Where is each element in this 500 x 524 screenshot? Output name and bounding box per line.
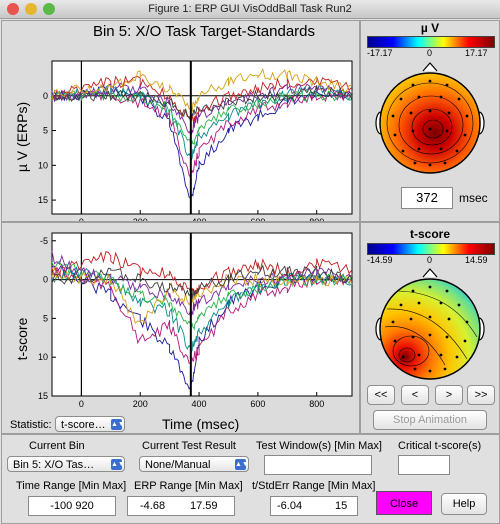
current-bin-value: Bin 5: X/O Tas… xyxy=(13,459,95,471)
tscore-waveform-chart[interactable]: 0 200 400 600 800 -5 0 5 10 15 xyxy=(2,223,359,433)
erp-waveform-chart[interactable]: 0 200 400 600 800 0 5 10 15 xyxy=(2,21,359,221)
y-tick-label: 5 xyxy=(43,126,48,136)
statistic-value: t-score… xyxy=(61,419,106,431)
tscore-colorbar-max: 14.59 xyxy=(465,255,488,265)
waveform-series xyxy=(51,89,353,146)
plot-title: Bin 5: X/O Task Target-Standards xyxy=(92,23,316,40)
window-title: Figure 1: ERP GUI VisOddBall Task Run2 xyxy=(148,3,352,15)
x-tick-label: 0 xyxy=(79,217,84,221)
erp-range-max: 17.59 xyxy=(190,500,218,512)
uv-colorbar-mid: 0 xyxy=(427,48,433,58)
erp-range-label: ERP Range [Min Max] xyxy=(134,480,243,492)
x-tick-label: 600 xyxy=(250,399,265,409)
waveform-series xyxy=(51,260,353,331)
current-test-label: Current Test Result xyxy=(142,440,236,452)
plot-area xyxy=(51,232,353,397)
time-msec-field[interactable]: 372 xyxy=(401,187,453,209)
critical-tscore-label: Critical t-score(s) xyxy=(398,440,482,452)
tscore-plot-panel: t-score 0 200 400 600 800 -5 0 5 10 15 Time (msec… xyxy=(1,222,360,434)
tscore-topomap-panel: t-score -14.59 0 14.59 xyxy=(360,222,500,434)
stop-animation-button[interactable]: Stop Animation xyxy=(373,410,487,430)
uv-colorbar-min: -17.17 xyxy=(367,48,393,58)
x-tick-label: 600 xyxy=(250,217,265,221)
x-tick-label: 800 xyxy=(309,399,324,409)
statistic-label: Statistic: xyxy=(10,419,52,431)
current-test-select[interactable]: None/Manual ▲▼ xyxy=(139,456,249,472)
time-unit-label: msec xyxy=(459,191,488,205)
waveform-series xyxy=(51,89,353,180)
select-arrows-icon: ▲▼ xyxy=(111,459,125,470)
critical-tscore-field[interactable] xyxy=(398,455,450,475)
tscore-head-topomap xyxy=(375,268,485,380)
time-range-label: Time Range [Min Max] xyxy=(16,480,127,492)
last-frame-button[interactable]: >> xyxy=(467,385,495,405)
x-tick-label: 200 xyxy=(133,217,148,221)
y-tick-label: 10 xyxy=(38,160,48,170)
waveform-series xyxy=(51,82,353,135)
controls-panel: Current Bin Bin 5: X/O Tas… ▲▼ Current T… xyxy=(1,434,500,524)
time-range-field[interactable]: -100 920 xyxy=(28,496,116,516)
current-bin-label: Current Bin xyxy=(29,440,85,452)
x-tick-label: 400 xyxy=(192,399,207,409)
tscore-colorbar-min: -14.59 xyxy=(367,255,393,265)
waveform-series xyxy=(51,264,353,300)
y-tick-label: 0 xyxy=(43,275,48,285)
tstderr-range-min: -6.04 xyxy=(277,500,303,512)
close-button[interactable]: Close xyxy=(376,491,432,515)
tstderr-range-max: 15 xyxy=(335,500,348,512)
select-arrows-icon: ▲▼ xyxy=(111,419,125,430)
tstderr-range-field[interactable]: -6.04 15 xyxy=(270,496,358,516)
y-tick-label: 10 xyxy=(38,352,48,362)
tscore-colorbar-mid: 0 xyxy=(427,255,433,265)
x-tick-label: 400 xyxy=(192,217,207,221)
uv-colorbar-title: µ V xyxy=(420,21,440,35)
prev-frame-button[interactable]: < xyxy=(401,385,429,405)
y-tick-label: -5 xyxy=(40,236,48,246)
test-window-label: Test Window(s) [Min Max] xyxy=(256,440,382,452)
tscore-colorbar xyxy=(367,243,495,255)
tstderr-range-label: t/StdErr Range [Min Max] xyxy=(252,480,376,492)
select-arrows-icon: ▲▼ xyxy=(235,459,249,470)
y-tick-label: 15 xyxy=(38,195,48,205)
x-tick-label: 800 xyxy=(309,217,324,221)
erp-range-min: -4.68 xyxy=(140,500,166,512)
statistic-select[interactable]: t-score… ▲▼ xyxy=(55,416,125,432)
uv-colorbar-max: 17.17 xyxy=(465,48,488,58)
y-tick-label: 15 xyxy=(38,391,48,401)
help-button[interactable]: Help xyxy=(441,493,487,515)
waveform-series xyxy=(51,68,353,113)
current-bin-select[interactable]: Bin 5: X/O Tas… ▲▼ xyxy=(7,456,125,472)
uv-head-topomap xyxy=(375,62,485,174)
first-frame-button[interactable]: << xyxy=(367,385,395,405)
y-tick-label: 0 xyxy=(43,91,48,101)
y-tick-label: 5 xyxy=(43,313,48,323)
waveform-series xyxy=(51,266,353,364)
zoom-window-icon[interactable] xyxy=(43,3,55,15)
waveform-series xyxy=(51,85,353,122)
waveform-series xyxy=(51,267,353,325)
close-window-icon[interactable] xyxy=(7,3,19,15)
erp-range-field[interactable]: -4.68 17.59 xyxy=(127,496,235,516)
x-tick-label: 0 xyxy=(79,399,84,409)
test-window-field[interactable] xyxy=(264,455,372,475)
time-axis-label: Time (msec) xyxy=(162,416,240,432)
current-test-value: None/Manual xyxy=(145,459,211,471)
x-tick-label: 200 xyxy=(133,399,148,409)
minimize-window-icon[interactable] xyxy=(25,3,37,15)
window-titlebar: Figure 1: ERP GUI VisOddBall Task Run2 xyxy=(0,0,500,19)
erp-plot-panel: Bin 5: X/O Task Target-Standards µ V (ER… xyxy=(1,20,360,222)
uv-colorbar xyxy=(367,36,495,48)
next-frame-button[interactable]: > xyxy=(435,385,463,405)
tscore-colorbar-title: t-score xyxy=(409,227,450,241)
uv-topomap-panel: µ V -17.17 0 17.17 xyxy=(360,20,500,222)
